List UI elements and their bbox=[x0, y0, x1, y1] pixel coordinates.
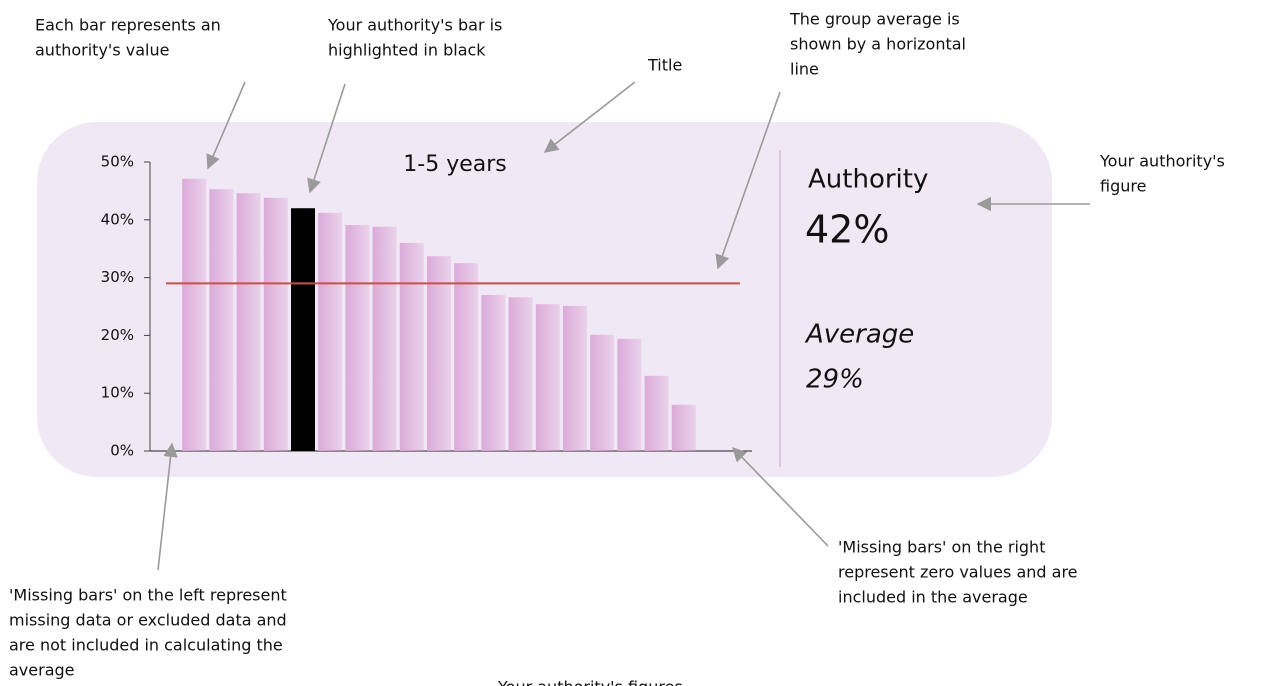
authority-value: 42% bbox=[805, 208, 889, 252]
annotation: missing data or excluded data and bbox=[9, 611, 287, 630]
annotation: included in the average bbox=[838, 588, 1028, 607]
bar bbox=[318, 212, 343, 451]
annotation: average bbox=[9, 661, 75, 680]
arrow bbox=[206, 81, 246, 170]
authority-label: Authority bbox=[808, 165, 928, 195]
annotation: are not included in calculating the bbox=[9, 636, 283, 655]
annotation: highlighted in black bbox=[328, 41, 486, 60]
annotation: 'Missing bars' on the left represent bbox=[9, 586, 287, 605]
arrow bbox=[307, 83, 346, 194]
average-label: Average bbox=[804, 320, 914, 350]
arrow bbox=[715, 91, 781, 270]
y-tick-label: 50% bbox=[101, 153, 134, 171]
annotation: Your authority's bar is bbox=[327, 16, 502, 35]
arrow bbox=[543, 81, 636, 153]
bar bbox=[617, 338, 642, 451]
annotation: authority's value bbox=[35, 41, 169, 60]
chart-title: 1-5 years bbox=[403, 152, 506, 177]
annotation: figure bbox=[1100, 177, 1146, 196]
bar bbox=[563, 305, 587, 451]
annotation: The group average is bbox=[789, 10, 960, 29]
panel bbox=[37, 122, 1052, 477]
bar bbox=[454, 263, 479, 451]
bar bbox=[644, 375, 669, 451]
bar bbox=[345, 225, 370, 451]
annotation: represent zero values and are bbox=[838, 563, 1078, 582]
arrow bbox=[731, 446, 829, 547]
annotation: 'Missing bars' on the right bbox=[838, 538, 1045, 557]
y-tick-label: 10% bbox=[101, 384, 134, 402]
annotation: shown by a horizontal bbox=[790, 35, 966, 54]
arrows bbox=[157, 81, 1090, 571]
bar bbox=[535, 304, 560, 451]
bar bbox=[209, 189, 234, 451]
y-tick-label: 30% bbox=[101, 268, 134, 286]
y-tick-label: 40% bbox=[101, 210, 134, 228]
annotation: Title bbox=[647, 56, 682, 75]
annotation: line bbox=[790, 60, 819, 79]
y-tick-label: 20% bbox=[101, 326, 134, 344]
annotation: Your authority's figures bbox=[497, 678, 683, 686]
bar bbox=[236, 193, 261, 451]
arrow bbox=[157, 442, 178, 571]
bar bbox=[481, 294, 506, 451]
bar bbox=[291, 208, 315, 451]
bar bbox=[372, 226, 397, 451]
y-tick-label: 0% bbox=[110, 442, 134, 460]
bar bbox=[427, 256, 451, 451]
bar bbox=[182, 178, 207, 451]
bar bbox=[590, 334, 615, 451]
annotation: Your authority's bbox=[1099, 152, 1225, 171]
bar bbox=[263, 197, 288, 451]
annotation: Each bar represents an bbox=[35, 16, 221, 35]
average-value: 29% bbox=[806, 365, 864, 395]
bar bbox=[671, 404, 696, 451]
bar bbox=[508, 297, 533, 451]
bar bbox=[399, 242, 424, 451]
